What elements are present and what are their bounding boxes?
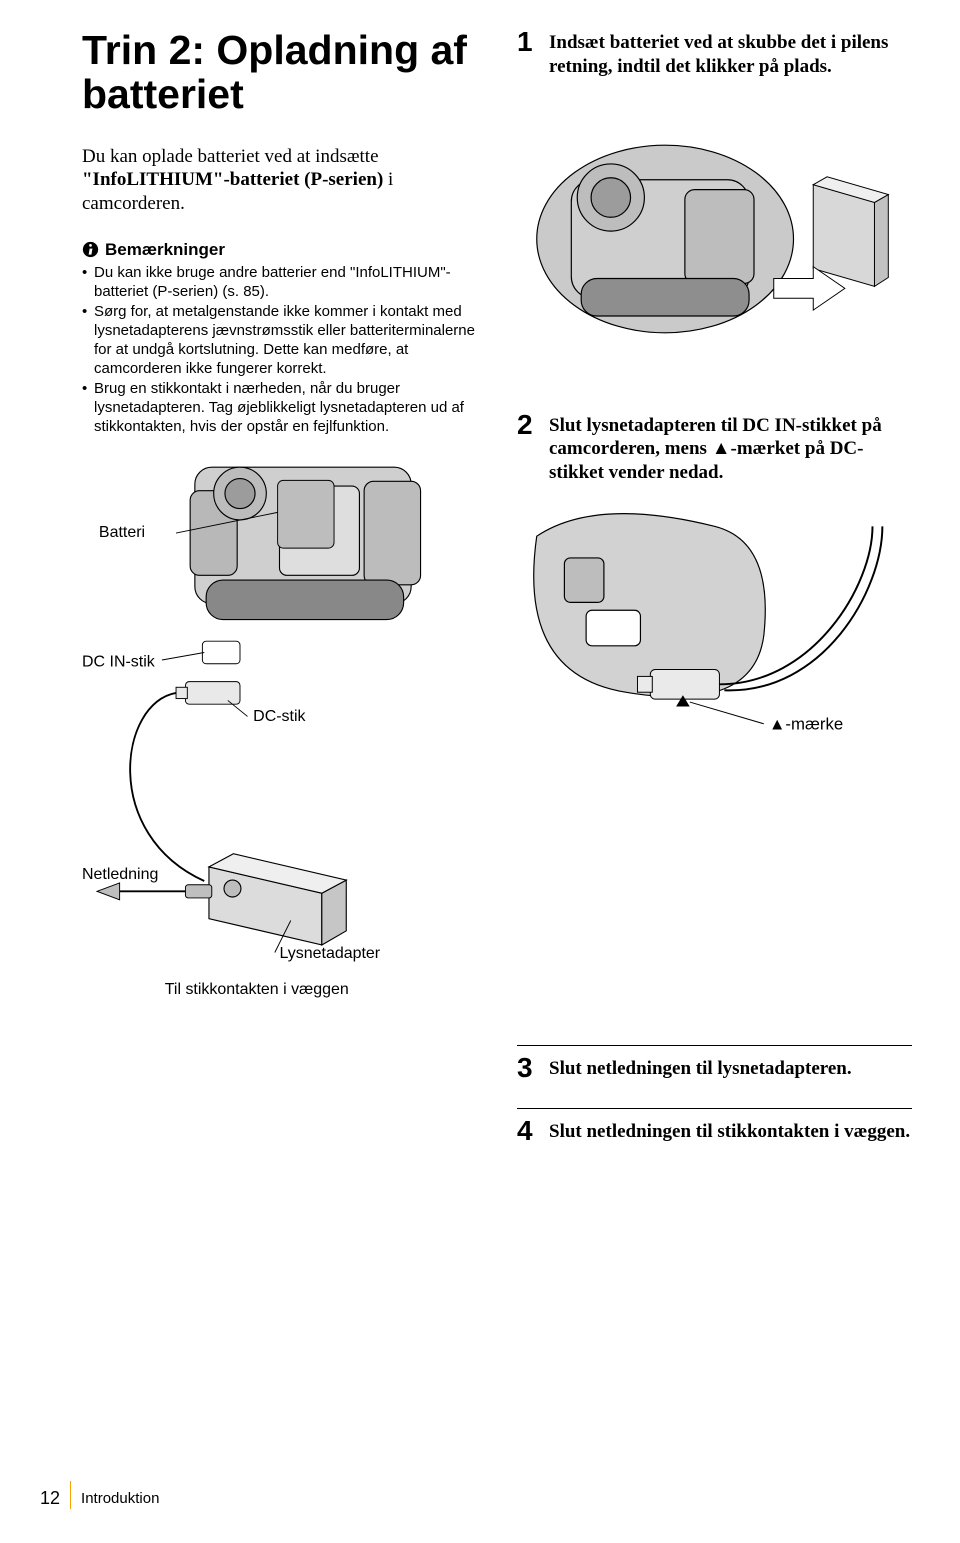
- illustration-step2: ▲-mærke: [517, 495, 912, 765]
- label-dcstik: DC-stik: [253, 708, 305, 725]
- label-netledning: Netledning: [82, 866, 158, 883]
- step-number: 2: [517, 411, 539, 485]
- step-number: 4: [517, 1117, 539, 1145]
- footer-rule: [70, 1481, 71, 1509]
- page-footer: 12 Introduktion: [40, 1481, 159, 1509]
- label-mark: ▲-mærke: [769, 714, 843, 733]
- step-text: Slut lysnetadapteren til DC IN-stikket p…: [549, 411, 912, 485]
- illustration-step1: [517, 89, 912, 389]
- note-item: Brug en stikkontakt i nærheden, når du b…: [82, 380, 477, 436]
- info-icon: [82, 241, 99, 258]
- intro-paragraph: Du kan oplade batteriet ved at indsætte …: [82, 145, 477, 216]
- footer-section: Introduktion: [81, 1490, 159, 1509]
- intro-bold: "InfoLITHIUM"-batteriet (P-serien): [82, 169, 383, 190]
- step-2: 2 Slut lysnetadapteren til DC IN-stikket…: [517, 411, 912, 485]
- step-4: 4 Slut netledningen til stikkontakten i …: [517, 1117, 912, 1145]
- note-item: Sørg for, at metalgenstande ikke kommer …: [82, 303, 477, 378]
- note-item: Du kan ikke bruge andre batterier end "I…: [82, 264, 477, 302]
- notes-heading-text: Bemærkninger: [105, 240, 225, 260]
- step-3: 3 Slut netledningen til lysnetadapteren.: [517, 1054, 912, 1082]
- divider: [517, 1108, 912, 1109]
- step-text: Slut netledningen til lysnetadapteren.: [549, 1054, 852, 1082]
- step-text: Indsæt batteriet ved at skubbe det i pil…: [549, 28, 912, 79]
- step-1: 1 Indsæt batteriet ved at skubbe det i p…: [517, 28, 912, 79]
- notes-list: Du kan ikke bruge andre batterier end "I…: [82, 264, 477, 437]
- label-batteri: Batteri: [99, 523, 145, 540]
- label-tilstik: Til stikkontakten i væggen: [165, 980, 349, 997]
- diagram-camcorder-adapter: Batteri DC IN-stik DC-stik: [82, 439, 477, 1079]
- step-text: Slut netledningen til stikkontakten i væ…: [549, 1117, 910, 1145]
- page-number: 12: [40, 1488, 60, 1509]
- intro-pre: Du kan oplade batteriet ved at indsætte: [82, 146, 379, 167]
- notes-heading: Bemærkninger: [82, 240, 477, 260]
- step-number: 3: [517, 1054, 539, 1082]
- step-number: 1: [517, 28, 539, 79]
- label-lysnetadapter: Lysnetadapter: [279, 945, 380, 962]
- label-dcin: DC IN-stik: [82, 653, 155, 670]
- page-title: Trin 2: Opladning af batteriet: [82, 28, 477, 117]
- divider: [517, 1045, 912, 1046]
